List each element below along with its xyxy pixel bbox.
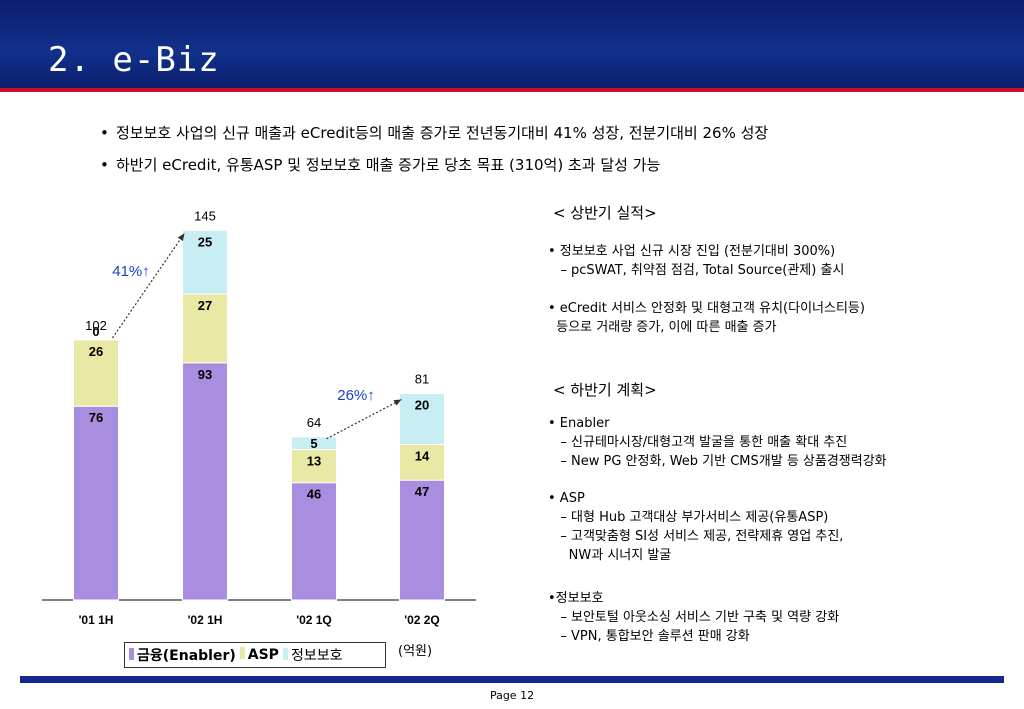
data-label: 13 <box>307 454 321 469</box>
bar-segment <box>291 449 337 484</box>
second-half-item: – 고객맞춤형 SI성 서비스 제공, 전략제휴 영업 추진, <box>548 529 844 544</box>
summary-bullet-text: 하반기 eCredit, 유통ASP 및 정보보호 매출 증가로 당초 목표 (… <box>116 156 661 174</box>
total-label: 64 <box>307 415 321 430</box>
legend-item-enabler: 금융(Enabler) <box>129 645 236 665</box>
first-half-item: • eCredit 서비스 안정화 및 대형고객 유치(다이너스티등) <box>548 301 865 316</box>
slide-title: 2. e-Biz <box>48 40 220 80</box>
category-tick-label: '02 1Q <box>296 613 332 627</box>
bar-segment <box>399 479 445 601</box>
bar-segment <box>73 405 119 601</box>
second-half-item: • ASP <box>548 491 585 506</box>
bar-segment <box>182 229 228 295</box>
second-half-item: – New PG 안정화, Web 기반 CMS개발 등 상품경쟁력강화 <box>548 454 887 469</box>
total-label: 102 <box>85 318 107 333</box>
unit-label: (억원) <box>398 644 433 659</box>
second-half-item: – 대형 Hub 고객대상 부가서비스 제공(유통ASP) <box>548 510 829 525</box>
bullet-dot-icon: • <box>100 156 109 174</box>
second-half-item: •정보보호 <box>548 591 604 606</box>
first-half-item: • 정보보호 사업 신규 시장 진입 (전분기대비 300%) <box>548 244 836 259</box>
second-half-item: • Enabler <box>548 416 610 431</box>
bar-segment <box>182 362 228 601</box>
first-half-item: 등으로 거래량 증가, 이에 따른 매출 증가 <box>548 320 777 335</box>
bullet-dot-icon: • <box>100 124 109 142</box>
category-tick-label: '02 2Q <box>404 613 440 627</box>
data-label: 26 <box>89 344 103 359</box>
second-half-item: – 신규테마시장/대형고객 발굴을 통한 매출 확대 추진 <box>548 435 848 450</box>
growth-arrow-line <box>326 398 402 440</box>
data-label: 46 <box>307 487 321 502</box>
bar-segment <box>291 436 337 451</box>
summary-bullet-text: 정보보호 사업의 신규 매출과 eCredit등의 매출 증가로 전년동기대비 … <box>116 124 769 142</box>
data-label: 25 <box>198 234 212 249</box>
header-red-stripe <box>0 88 1024 92</box>
data-label: 5 <box>310 436 317 451</box>
category-tick-label: '02 1H <box>188 613 223 627</box>
bar-segment <box>73 339 119 407</box>
second-half-heading: < 하반기 계획> <box>553 381 657 399</box>
second-half-item: – VPN, 통합보안 솔루션 판매 강화 <box>548 629 750 644</box>
data-label: 0 <box>92 324 99 339</box>
summary-bullet: • 하반기 eCredit, 유통ASP 및 정보보호 매출 증가로 당초 목표 … <box>100 154 660 175</box>
chart-legend: 금융(Enabler) ASP 정보보호 <box>124 642 386 668</box>
total-label: 145 <box>194 208 216 223</box>
category-tick-label: '01 1H <box>79 613 114 627</box>
total-label: 81 <box>415 371 429 386</box>
header-white-stripe <box>0 92 1024 95</box>
bar-segment <box>399 392 445 445</box>
arrow-head-icon <box>177 233 185 242</box>
data-label: 93 <box>198 367 212 382</box>
summary-bullet: • 정보보호 사업의 신규 매출과 eCredit등의 매출 증가로 전년동기대비… <box>100 122 768 143</box>
first-half-heading: < 상반기 실적> <box>553 204 657 222</box>
footer-rule <box>20 676 1004 683</box>
second-half-item: – 보안토털 아웃소싱 서비스 기반 구축 및 역량 강화 <box>548 610 840 625</box>
legend-item-security: 정보보호 <box>282 645 342 665</box>
page-number: Page 12 <box>489 689 535 702</box>
data-label: 27 <box>198 298 212 313</box>
legend-item-asp: ASP <box>239 647 279 663</box>
arrow-head-icon <box>393 399 402 406</box>
growth-arrow-line <box>112 232 185 339</box>
data-label: 47 <box>415 484 429 499</box>
growth-annotation: 41%↑ <box>112 263 150 280</box>
first-half-item: – pcSWAT, 취약점 점검, Total Source(관제) 출시 <box>548 263 845 278</box>
growth-annotation: 26%↑ <box>337 387 375 404</box>
title-bar: 2. e-Biz <box>0 0 1024 95</box>
data-label: 76 <box>89 410 103 425</box>
second-half-item: NW과 시너지 발굴 <box>548 548 672 563</box>
data-label: 14 <box>415 448 430 463</box>
data-label: 20 <box>415 397 429 412</box>
